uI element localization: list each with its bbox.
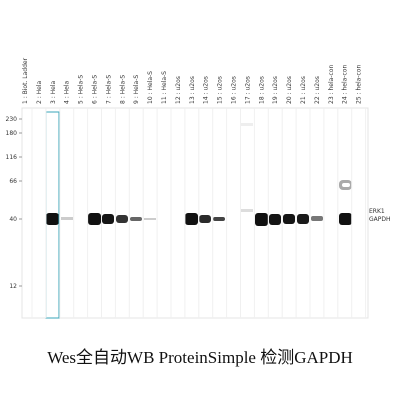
mw-label: 40 <box>9 216 17 223</box>
lane-label: 17 : u2os <box>244 76 251 104</box>
band <box>255 213 268 226</box>
lane-label: 21 : u2os <box>300 76 307 104</box>
band <box>339 213 352 225</box>
band <box>185 213 198 225</box>
band <box>130 217 142 221</box>
lane-label: 3 : Hela <box>50 80 57 104</box>
band <box>241 209 253 212</box>
lane-label: 1 : Biot. Ladder <box>22 57 29 104</box>
mw-label: 116 <box>6 154 18 161</box>
lane-label: 8 : Hela-S <box>119 75 126 104</box>
lane-label: 24 : hela-con <box>342 65 349 104</box>
lane-label: 22 : u2os <box>314 76 321 104</box>
lane-label: 23 : hela-con <box>328 65 335 104</box>
band-label: GAPDH <box>369 216 391 223</box>
lane-label: 12 : u2os <box>175 76 182 104</box>
lane-label: 16 : u2os <box>231 76 238 104</box>
mw-label: 12 <box>9 283 17 290</box>
band <box>102 214 114 224</box>
blot-view: 1 : Biot. Ladder 2 : Hela 3 : Hela 4 : Hela… <box>6 57 391 319</box>
lane-label: 2 : Hela <box>36 80 43 104</box>
lane-label: 19 : u2os <box>272 76 279 104</box>
lane-label: 10 : Hela-S <box>147 71 154 104</box>
band <box>88 213 101 225</box>
lane-label: 6 : Hela-S <box>92 75 99 104</box>
lane-label: 20 : u2os <box>286 76 293 104</box>
band <box>199 215 211 223</box>
lane-label: 18 : u2os <box>258 76 265 104</box>
lane-label: 15 : u2os <box>217 76 224 104</box>
mw-label: 180 <box>6 130 18 137</box>
lane-label: 13 : u2os <box>189 76 196 104</box>
band <box>116 215 128 223</box>
band <box>269 214 281 225</box>
lane-label: 14 : u2os <box>203 76 210 104</box>
band <box>213 217 225 221</box>
lane-label: 5 : Hela-S <box>78 75 85 104</box>
band <box>61 217 73 220</box>
lane-label: 11 : Hela-S <box>161 71 168 104</box>
band <box>241 123 253 126</box>
band <box>342 183 350 187</box>
caption: Wes全自动WB ProteinSimple 检测GAPDH <box>47 348 353 367</box>
lane-label: 7 : Hela-S <box>105 75 112 104</box>
band <box>311 216 323 221</box>
band <box>283 214 295 224</box>
lane-label: 25 : hela-con <box>356 65 363 104</box>
lane-label: 9 : Hela-S <box>133 75 140 104</box>
band <box>144 218 156 220</box>
band-label: ERK1 <box>369 208 385 215</box>
mw-label: 230 <box>6 116 18 123</box>
band <box>46 213 59 225</box>
band <box>297 214 309 224</box>
mw-label: 66 <box>9 178 17 185</box>
lane-label: 4 : Hela <box>64 80 71 104</box>
bands <box>46 123 352 226</box>
